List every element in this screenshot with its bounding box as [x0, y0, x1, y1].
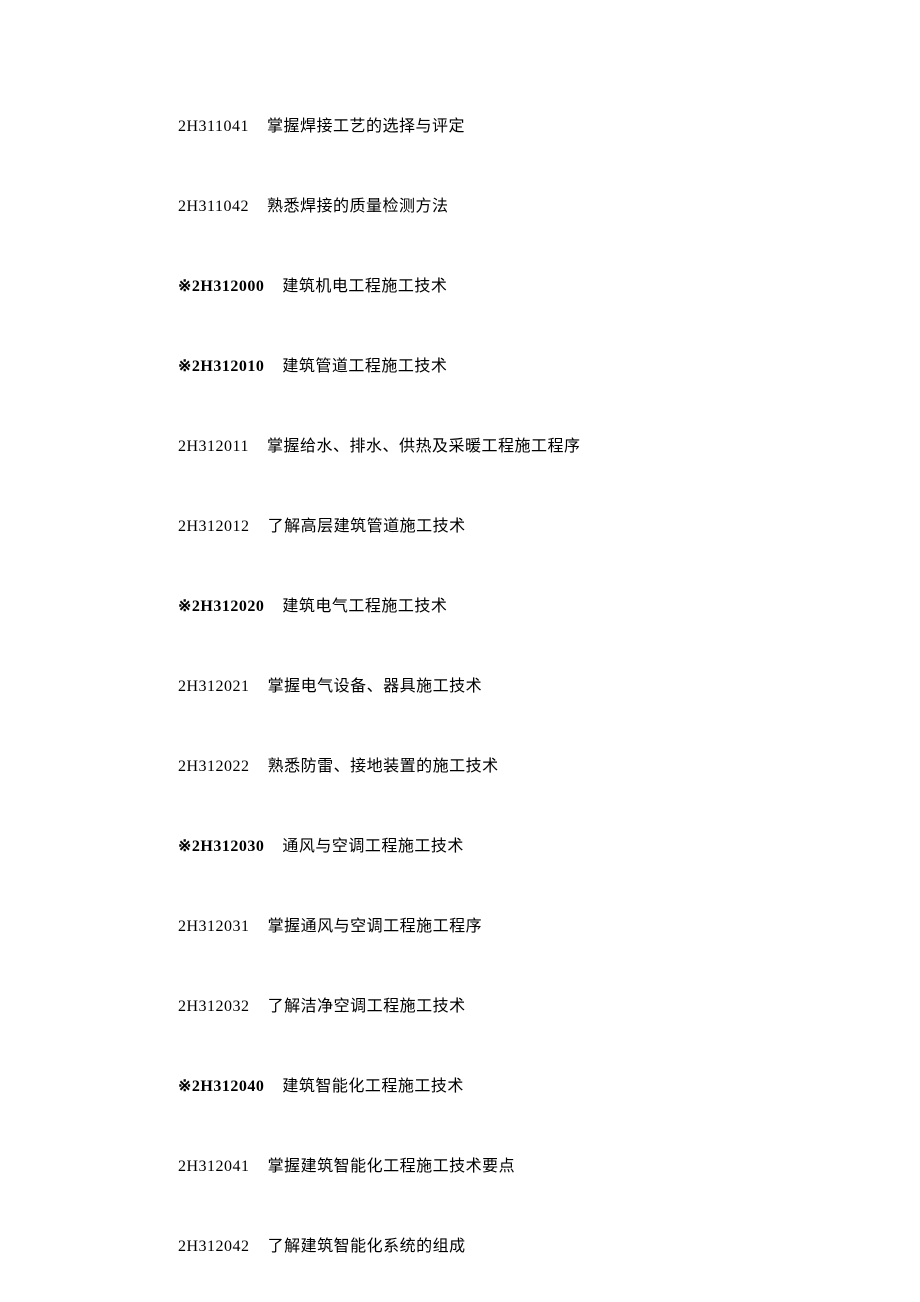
entry-title: 了解高层建筑管道施工技术 — [268, 515, 466, 539]
entry-title: 掌握给水、排水、供热及采暖工程施工程序 — [267, 435, 581, 459]
entry-title: 建筑电气工程施工技术 — [282, 595, 447, 619]
entry-code: 2H312032 — [178, 995, 250, 1019]
entry-code-text: 2H312030 — [192, 838, 264, 855]
entry-code-text: 2H312031 — [178, 918, 250, 935]
outline-entry: 2H312011 掌握给水、排水、供热及采暖工程施工程序 — [178, 435, 920, 459]
document-content: 2H311041 掌握焊接工艺的选择与评定 2H311042 熟悉焊接的质量检测方法 ※… — [178, 115, 920, 1259]
entry-code-text: 2H312041 — [178, 1158, 250, 1175]
outline-entry: 2H312012 了解高层建筑管道施工技术 — [178, 515, 920, 539]
entry-code-text: 2H312032 — [178, 998, 250, 1015]
entry-code-text: 2H311042 — [178, 198, 249, 215]
entry-title: 建筑机电工程施工技术 — [282, 275, 447, 299]
entry-code-text: 2H312020 — [192, 598, 264, 615]
outline-entry: 2H312042 了解建筑智能化系统的组成 — [178, 1235, 920, 1259]
entry-prefix: ※ — [178, 838, 192, 855]
entry-code: ※2H312000 — [178, 275, 264, 299]
entry-code: 2H312021 — [178, 675, 250, 699]
entry-code-text: 2H312040 — [192, 1078, 264, 1095]
entry-code-text: 2H312012 — [178, 518, 250, 535]
entry-code: 2H312041 — [178, 1155, 250, 1179]
entry-title: 掌握焊接工艺的选择与评定 — [267, 115, 465, 139]
entry-code-text: 2H311041 — [178, 118, 249, 135]
entry-title: 通风与空调工程施工技术 — [282, 835, 464, 859]
entry-code-text: 2H312021 — [178, 678, 250, 695]
outline-entry: ※2H312020 建筑电气工程施工技术 — [178, 595, 920, 619]
entry-code: ※2H312040 — [178, 1075, 264, 1099]
outline-entry: 2H312041 掌握建筑智能化工程施工技术要点 — [178, 1155, 920, 1179]
outline-entry: 2H312022 熟悉防雷、接地装置的施工技术 — [178, 755, 920, 779]
outline-entry: ※2H312030 通风与空调工程施工技术 — [178, 835, 920, 859]
entry-title: 掌握建筑智能化工程施工技术要点 — [268, 1155, 516, 1179]
outline-entry: 2H311041 掌握焊接工艺的选择与评定 — [178, 115, 920, 139]
entry-prefix: ※ — [178, 598, 192, 615]
outline-entry: 2H312032 了解洁净空调工程施工技术 — [178, 995, 920, 1019]
outline-entry: ※2H312000 建筑机电工程施工技术 — [178, 275, 920, 299]
entry-title: 掌握电气设备、器具施工技术 — [268, 675, 483, 699]
entry-title: 建筑智能化工程施工技术 — [282, 1075, 464, 1099]
entry-code-text: 2H312042 — [178, 1238, 250, 1255]
entry-code-text: 2H312010 — [192, 358, 264, 375]
entry-title: 了解洁净空调工程施工技术 — [268, 995, 466, 1019]
entry-code: ※2H312020 — [178, 595, 264, 619]
entry-code-text: 2H312011 — [178, 438, 249, 455]
entry-title: 了解建筑智能化系统的组成 — [268, 1235, 466, 1259]
outline-entry: 2H311042 熟悉焊接的质量检测方法 — [178, 195, 920, 219]
outline-entry: 2H312021 掌握电气设备、器具施工技术 — [178, 675, 920, 699]
entry-code: 2H312012 — [178, 515, 250, 539]
entry-code: 2H311041 — [178, 115, 249, 139]
entry-code: 2H312011 — [178, 435, 249, 459]
entry-code-text: 2H312000 — [192, 278, 264, 295]
entry-code: 2H312031 — [178, 915, 250, 939]
outline-entry: ※2H312040 建筑智能化工程施工技术 — [178, 1075, 920, 1099]
entry-prefix: ※ — [178, 1078, 192, 1095]
entry-title: 掌握通风与空调工程施工程序 — [268, 915, 483, 939]
entry-title: 熟悉防雷、接地装置的施工技术 — [268, 755, 499, 779]
entry-code: ※2H312010 — [178, 355, 264, 379]
entry-code-text: 2H312022 — [178, 758, 250, 775]
entry-prefix: ※ — [178, 358, 192, 375]
entry-title: 熟悉焊接的质量检测方法 — [267, 195, 449, 219]
entry-code: 2H312022 — [178, 755, 250, 779]
entry-code: 2H311042 — [178, 195, 249, 219]
entry-prefix: ※ — [178, 278, 192, 295]
outline-entry: ※2H312010 建筑管道工程施工技术 — [178, 355, 920, 379]
entry-code: ※2H312030 — [178, 835, 264, 859]
entry-title: 建筑管道工程施工技术 — [282, 355, 447, 379]
outline-entry: 2H312031 掌握通风与空调工程施工程序 — [178, 915, 920, 939]
entry-code: 2H312042 — [178, 1235, 250, 1259]
